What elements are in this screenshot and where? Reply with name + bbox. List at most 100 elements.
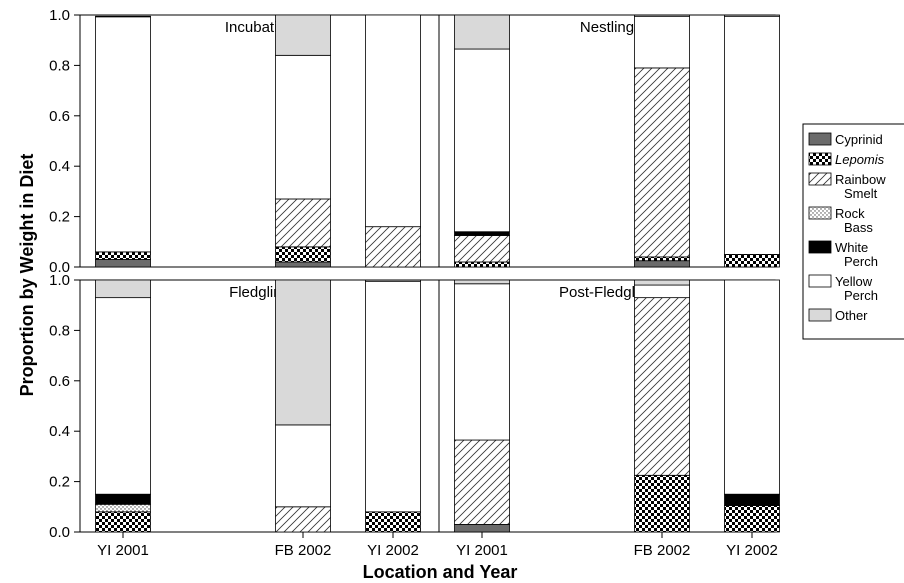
legend-label: White <box>835 240 868 255</box>
bar-segment-other <box>275 14 331 56</box>
y-tick-label: 0.2 <box>49 209 70 226</box>
bar-nestling-yi-2002 <box>724 14 780 268</box>
legend-entry-other: Other <box>808 308 868 323</box>
bar-segment-other <box>95 15 151 18</box>
legend-entry-cyprinid: Cyprinid <box>808 132 883 147</box>
bar-nestling-yi-2001 <box>454 14 510 268</box>
legend-label: Smelt <box>844 186 878 201</box>
bar-segment-cyprinid <box>95 259 151 268</box>
legend-swatch <box>808 132 832 146</box>
legend-swatch <box>808 308 832 322</box>
bar-segment-cyprinid <box>634 260 690 268</box>
bar-segment-other <box>275 279 331 426</box>
legend-label: Rainbow <box>835 172 886 187</box>
bar-segment-yellow-perch <box>95 16 151 253</box>
panel-nestling: Nestling <box>438 14 780 268</box>
x-axis-title: Location and Year <box>363 562 518 582</box>
legend-label: Cyprinid <box>835 132 883 147</box>
y-tick-label: 0.8 <box>49 57 70 74</box>
x-tick-label: YI 2002 <box>726 542 778 559</box>
legend-label: Other <box>835 308 868 323</box>
legend-swatch <box>808 172 832 186</box>
bar-segment-lepomis <box>95 511 151 533</box>
bar-segment-rock-bass <box>95 503 151 513</box>
bar-incubation-fb-2002 <box>275 14 331 268</box>
y-tick-label: 1.0 <box>49 272 70 289</box>
bar-segment-yellow-perch <box>724 279 780 495</box>
bar-segment-rainbow-smelt <box>454 439 510 525</box>
bar-segment-other <box>454 279 510 285</box>
bar-segment-yellow-perch <box>95 297 151 495</box>
bar-segment-yellow-perch <box>634 15 690 69</box>
x-tick-label: YI 2001 <box>456 542 508 559</box>
bar-segment-yellow-perch <box>724 15 780 255</box>
legend-swatch <box>808 206 832 220</box>
bar-segment-yellow-perch <box>454 48 510 233</box>
bar-segment-rainbow-smelt <box>365 226 421 268</box>
bar-segment-other <box>634 279 690 286</box>
y-tick-label: 0.6 <box>49 108 70 125</box>
y-tick-label: 0.2 <box>49 474 70 491</box>
bar-incubation-yi-2002 <box>365 14 421 268</box>
panel-fledgling: Fledgling 0.0 0.2 0.4 0.6 0.8 1.0 YI 2001 FB 200… <box>49 272 440 559</box>
bar-post-fledgling-fb-2002 <box>634 279 690 533</box>
legend-swatch <box>808 274 832 288</box>
legend-swatch <box>808 240 832 254</box>
bar-segment-lepomis <box>634 474 690 533</box>
legend-label: Bass <box>844 220 873 235</box>
chart-panels: Incubation0.00.20.40.60.81.0NestlingFled… <box>49 7 780 559</box>
bar-segment-lepomis <box>275 246 331 263</box>
bar-segment-cyprinid <box>275 261 331 268</box>
bar-segment-yellow-perch <box>275 424 331 508</box>
y-tick-label: 0.0 <box>49 524 70 541</box>
bar-segment-other <box>634 14 690 17</box>
bar-segment-white-perch <box>454 231 510 236</box>
y-tick-label: 0.4 <box>49 158 70 175</box>
legend-label: Lepomis <box>835 152 885 167</box>
bar-segment-lepomis <box>95 251 151 260</box>
panel-title: Nestling <box>580 19 634 36</box>
y-tick-label: 0.4 <box>49 423 70 440</box>
bar-segment-rainbow-smelt <box>634 297 690 476</box>
bar-segment-lepomis <box>454 261 510 268</box>
bar-segment-white-perch <box>95 493 151 505</box>
x-tick-label: YI 2001 <box>97 542 149 559</box>
bar-nestling-fb-2002 <box>634 14 690 268</box>
bar-segment-other <box>724 14 780 17</box>
bar-segment-yellow-perch <box>365 280 421 513</box>
y-tick-label: 0.6 <box>49 373 70 390</box>
bar-segment-rainbow-smelt <box>275 506 331 533</box>
bar-segment-white-perch <box>724 493 780 506</box>
x-tick-label: YI 2002 <box>367 542 419 559</box>
x-tick-label: FB 2002 <box>634 542 691 559</box>
bar-segment-lepomis <box>724 505 780 533</box>
legend-label: Perch <box>844 288 878 303</box>
bar-incubation-yi-2001 <box>95 15 151 268</box>
bar-segment-cyprinid <box>454 524 510 533</box>
panel-title: Fledgling <box>229 284 290 301</box>
legend-entry-lepomis: Lepomis <box>808 152 885 167</box>
panel-title: Post-Fledgling <box>559 284 655 301</box>
bar-segment-lepomis <box>724 253 780 268</box>
bar-segment-other <box>95 279 151 299</box>
panel-post-fledgling: Post-Fledgling YI 2001 FB 2002 YI 2002 <box>438 279 780 559</box>
bar-fledgling-yi-2001 <box>95 279 151 533</box>
bar-segment-other <box>365 279 421 282</box>
bar-segment-yellow-perch <box>365 14 421 228</box>
bar-segment-rainbow-smelt <box>275 198 331 248</box>
bar-segment-yellow-perch <box>634 284 690 299</box>
bar-post-fledgling-yi-2001 <box>454 279 510 533</box>
y-tick-label: 1.0 <box>49 7 70 24</box>
bar-segment-yellow-perch <box>275 54 331 200</box>
x-tick-label: FB 2002 <box>275 542 332 559</box>
bar-segment-yellow-perch <box>454 283 510 441</box>
y-tick-label: 0.8 <box>49 322 70 339</box>
legend-label: Rock <box>835 206 865 221</box>
y-tick-label: 0.0 <box>49 259 70 276</box>
